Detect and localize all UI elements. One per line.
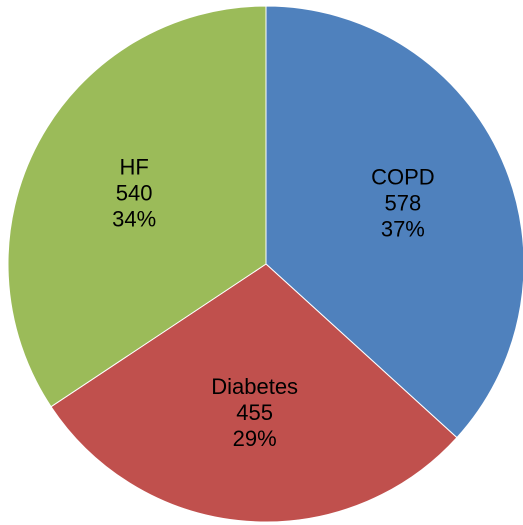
slice-value-diabetes: 455 <box>236 400 273 425</box>
slice-value-hf: 540 <box>116 180 153 205</box>
pie-labels: COPD 578 37% Diabetes 455 29% HF 540 34% <box>112 154 435 451</box>
slice-percent-hf: 34% <box>112 206 156 231</box>
pie-slice-copd <box>265 5 523 439</box>
pie-slice-diabetes <box>50 263 458 523</box>
slice-label-copd: COPD 578 37% <box>371 164 435 241</box>
pie-slices <box>7 5 523 523</box>
pie-slice-hf <box>7 5 267 408</box>
slice-percent-diabetes: 29% <box>233 426 277 451</box>
slice-label-hf: HF 540 34% <box>112 154 156 231</box>
slice-name-copd: COPD <box>371 164 435 189</box>
slice-value-copd: 578 <box>384 190 421 215</box>
slice-name-diabetes: Diabetes <box>211 374 298 399</box>
slice-label-diabetes: Diabetes 455 29% <box>211 374 298 451</box>
slice-name-hf: HF <box>119 154 148 179</box>
slice-percent-copd: 37% <box>381 216 425 241</box>
